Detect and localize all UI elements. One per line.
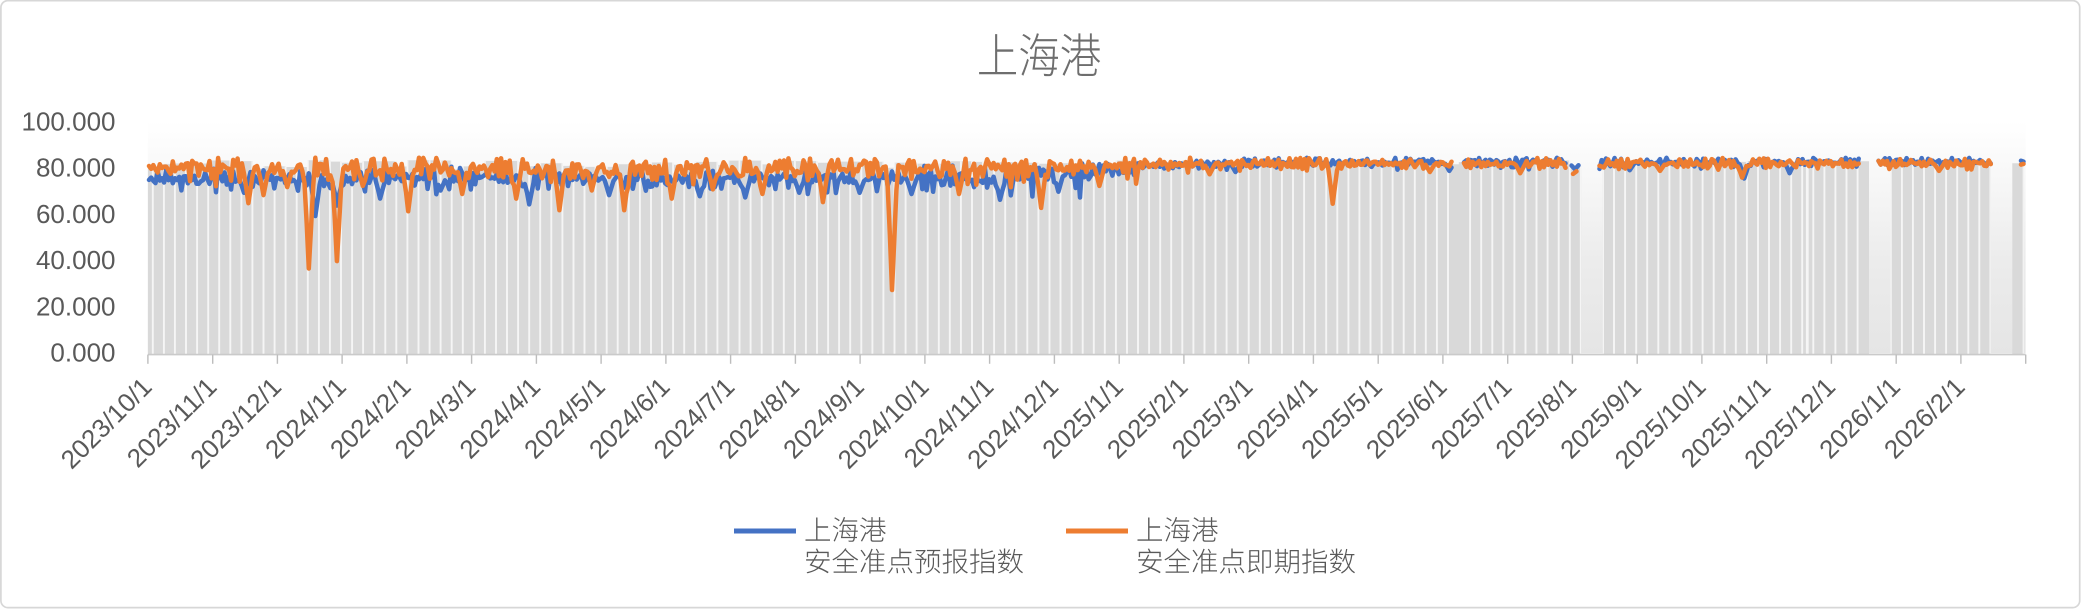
svg-text:80.000: 80.000 — [36, 153, 116, 183]
svg-text:0.000: 0.000 — [50, 338, 115, 368]
svg-text:20.000: 20.000 — [36, 291, 116, 321]
svg-text:100.000: 100.000 — [22, 106, 116, 136]
svg-text:60.000: 60.000 — [36, 199, 116, 229]
svg-text:40.000: 40.000 — [36, 245, 116, 275]
